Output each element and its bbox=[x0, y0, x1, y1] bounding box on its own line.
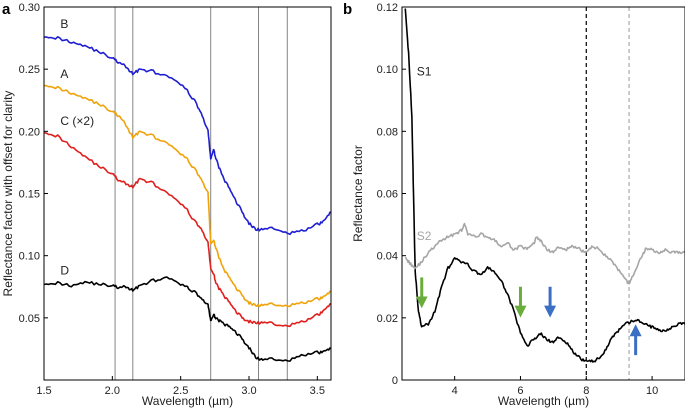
y-tick-label: 0.08 bbox=[377, 126, 398, 138]
panel-b-reference-lines bbox=[585, 7, 630, 380]
panel-b: b 4 6 8 10 0 0.02 0.04 0.06 0.08 0.10 0.12 S1 S2 Wa… bbox=[343, 1, 685, 408]
x-tick-label: 8 bbox=[583, 385, 589, 397]
plot-frame bbox=[43, 6, 332, 381]
curve-label-d: D bbox=[60, 263, 69, 277]
y-tick-label: 0 bbox=[392, 375, 398, 387]
series-line-s1 bbox=[404, 8, 685, 363]
panel-b-curve-labels: S1 S2 bbox=[417, 64, 432, 243]
series-line-d bbox=[43, 276, 332, 362]
curve-label-b: B bbox=[60, 17, 68, 31]
curve-label-a: A bbox=[60, 67, 68, 81]
y-tick-label: 0.05 bbox=[19, 313, 40, 325]
y-tick-label: 0.02 bbox=[377, 313, 398, 325]
panel-b-x-axis-title: Wavelength (µm) bbox=[498, 394, 589, 408]
panel-b-y-axis-title: Reflectance factor bbox=[351, 145, 365, 242]
x-tick-label: 4 bbox=[452, 385, 458, 397]
series-line-b bbox=[43, 36, 332, 236]
panel-a-axes: 1.5 2.0 2.5 3.0 3.5 0.05 0.10 0.15 0.20 0.25 0.30 bbox=[19, 2, 332, 397]
y-tick-label: 0.10 bbox=[377, 64, 398, 76]
y-tick-label: 0.30 bbox=[19, 2, 40, 14]
x-tick-label: 10 bbox=[646, 385, 658, 397]
panel-a: a 1.5 2.0 2.5 3.0 3.5 0.05 0.10 0.15 0.20 0.25 0.3… bbox=[1, 1, 332, 408]
series-line-s2 bbox=[404, 222, 685, 285]
y-tick-label: 0.20 bbox=[19, 126, 40, 138]
curve-label-s2: S2 bbox=[417, 229, 432, 243]
panel-a-reference-lines bbox=[114, 7, 288, 380]
y-tick-label: 0.06 bbox=[377, 189, 398, 201]
x-tick-label: 2.0 bbox=[105, 385, 120, 397]
panel-b-letter: b bbox=[343, 1, 352, 18]
panel-b-arrows bbox=[415, 277, 642, 356]
panel-b-series bbox=[404, 8, 685, 363]
curve-label-c2: C (×2) bbox=[60, 114, 94, 128]
x-tick-label: 6 bbox=[517, 385, 523, 397]
panel-a-y-axis-title: Reflectance factor with offset for clari… bbox=[1, 91, 15, 297]
panel-a-curve-labels: B A C (×2) D bbox=[60, 17, 94, 277]
panel-a-x-axis-title: Wavelength (µm) bbox=[142, 394, 233, 408]
y-tick-label: 0.25 bbox=[19, 64, 40, 76]
x-tick-label: 1.5 bbox=[36, 385, 51, 397]
curve-label-s1: S1 bbox=[417, 64, 432, 78]
y-tick-label: 0.10 bbox=[19, 251, 40, 263]
panel-a-letter: a bbox=[2, 1, 11, 18]
y-tick-label: 0.12 bbox=[377, 2, 398, 14]
panel-a-series bbox=[43, 36, 332, 362]
y-tick-label: 0.04 bbox=[377, 251, 398, 263]
series-line-a bbox=[43, 84, 332, 308]
x-tick-label: 3.0 bbox=[241, 385, 256, 397]
x-tick-label: 2.5 bbox=[173, 385, 188, 397]
y-tick-label: 0.15 bbox=[19, 189, 40, 201]
x-tick-label: 3.5 bbox=[310, 385, 325, 397]
panel-b-axes: 4 6 8 10 0 0.02 0.04 0.06 0.08 0.10 0.12 bbox=[377, 2, 685, 397]
series-line-c2 bbox=[43, 132, 332, 328]
